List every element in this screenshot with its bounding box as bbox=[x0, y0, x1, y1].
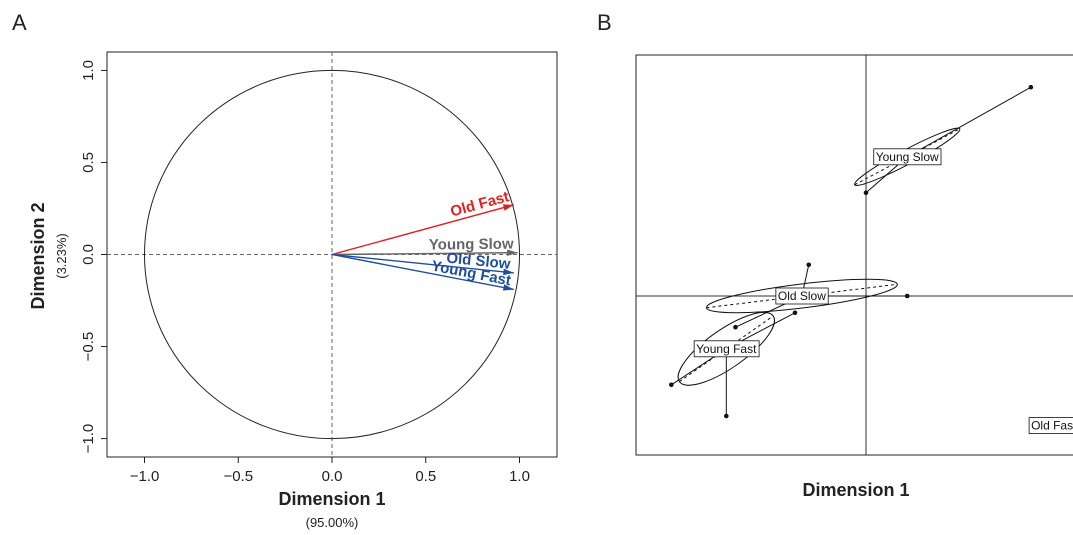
group-label: Old Fast bbox=[1031, 419, 1073, 433]
point-connector bbox=[906, 86, 1032, 158]
data-point bbox=[806, 262, 812, 268]
y-axis-subtitle-a: (3.23%) bbox=[54, 233, 69, 279]
groups-b: Young Slow Old Slow Young Fast Old Fast bbox=[669, 84, 1073, 435]
ellipse-axis bbox=[854, 128, 961, 186]
ellipse-axis bbox=[679, 315, 774, 383]
group: Old Fast bbox=[1028, 417, 1073, 435]
group-label: Young Fast bbox=[696, 342, 757, 356]
x-tick-label: 0.0 bbox=[322, 468, 343, 485]
group: Young Fast bbox=[669, 310, 798, 419]
unit-circle bbox=[144, 69, 520, 440]
group: Old Slow bbox=[705, 262, 910, 330]
data-point bbox=[792, 310, 798, 316]
zero-lines-b bbox=[636, 55, 1073, 455]
data-point bbox=[863, 190, 869, 196]
y-tick-label: −1.0 bbox=[80, 424, 97, 454]
group-label-box bbox=[693, 340, 760, 358]
vector-arrow bbox=[331, 251, 518, 256]
x-tick-label: 1.0 bbox=[509, 468, 530, 485]
y-tick-label: 1.0 bbox=[80, 60, 97, 81]
vector-arrowhead bbox=[507, 249, 518, 257]
vector-arrow bbox=[331, 253, 515, 291]
x-axis-subtitle-a: (95.00%) bbox=[306, 515, 359, 530]
x-tick-label: −0.5 bbox=[223, 468, 253, 485]
vector-arrowhead bbox=[502, 204, 514, 211]
vector-arrow bbox=[331, 253, 514, 274]
correlation-circle bbox=[144, 69, 520, 440]
vector-label: Old Fast bbox=[449, 188, 511, 220]
data-point bbox=[733, 324, 738, 330]
data-point bbox=[1028, 84, 1034, 90]
panel-b: B Young Slow Old Slow Young Fast Old Fast D… bbox=[597, 10, 1073, 500]
x-axis-title-a: Dimension 1 bbox=[278, 489, 385, 509]
data-point bbox=[904, 293, 910, 299]
panel-a: A −1.0 −0.5 0.0 0.5 1.0 −1.0 −0.5 0.0 0.5 1.0 Old… bbox=[12, 10, 558, 530]
group-label: Old Slow bbox=[778, 289, 826, 303]
y-axis-title-a: Dimension 2 bbox=[28, 202, 48, 309]
vector-arrow bbox=[331, 204, 515, 256]
y-tick-label: 0.5 bbox=[80, 152, 97, 173]
vector-label: Young Slow bbox=[429, 236, 514, 254]
group-label-box bbox=[873, 148, 942, 166]
x-tick-label: −1.0 bbox=[130, 468, 160, 485]
group-label: Young Slow bbox=[876, 150, 939, 164]
y-tick-label: −0.5 bbox=[80, 332, 97, 362]
y-tick-label: 0.0 bbox=[80, 244, 97, 265]
vector-arrowhead bbox=[502, 284, 514, 291]
group-label-box bbox=[1028, 417, 1073, 435]
x-tick-label: 0.5 bbox=[415, 468, 436, 485]
x-axis-title-b: Dimension 1 bbox=[802, 480, 909, 500]
vector-arrowhead bbox=[503, 268, 514, 276]
ticks-a: −1.0 −0.5 0.0 0.5 1.0 −1.0 −0.5 0.0 0.5 1.0 bbox=[80, 60, 530, 485]
group: Young Slow bbox=[854, 84, 1034, 196]
vector-label: Old Slow bbox=[446, 250, 512, 273]
plot-frame-b bbox=[635, 54, 1073, 456]
panel-letter-b: B bbox=[597, 10, 612, 35]
data-point bbox=[724, 413, 729, 419]
panel-letter-a: A bbox=[12, 10, 27, 35]
group-label-box bbox=[775, 287, 829, 305]
data-point bbox=[669, 382, 674, 388]
